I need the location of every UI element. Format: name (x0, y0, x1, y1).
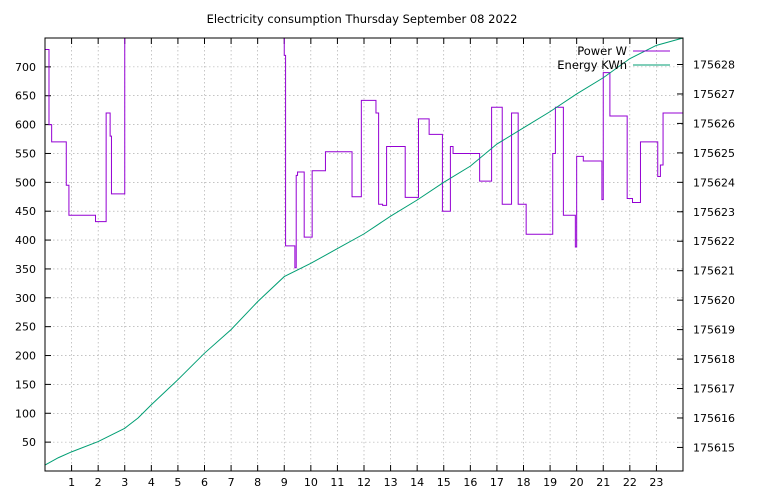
x-tick-label: 7 (228, 476, 235, 489)
x-tick-label: 20 (570, 476, 584, 489)
y-tick-label-right: 175627 (693, 88, 735, 101)
chart-title: Electricity consumption Thursday Septemb… (207, 12, 518, 26)
y-tick-label-right: 175617 (693, 383, 735, 396)
chart-grid (45, 38, 683, 471)
x-tick-label: 5 (174, 476, 181, 489)
plot-frame (44, 37, 684, 472)
y-tick-label-left: 550 (15, 147, 36, 160)
y-tick-label-left: 400 (15, 234, 36, 247)
y-tick-label-left: 250 (15, 321, 36, 334)
y-tick-label-right: 175620 (693, 294, 735, 307)
x-tick-label: 22 (623, 476, 637, 489)
x-tick-label: 4 (148, 476, 155, 489)
y-tick-label-right: 175626 (693, 117, 735, 130)
y-tick-label-right: 175619 (693, 324, 735, 337)
x-tick-label: 11 (330, 476, 344, 489)
x-tick-label: 6 (201, 476, 208, 489)
x-tick-label: 14 (410, 476, 424, 489)
y-tick-label-left: 500 (15, 176, 36, 189)
y-tick-label-left: 150 (15, 378, 36, 391)
x-tick-label: 3 (121, 476, 128, 489)
x-tick-label: 2 (95, 476, 102, 489)
y-tick-label-left: 50 (22, 436, 36, 449)
y-tick-label-right: 175624 (693, 176, 735, 189)
y-tick-label-right: 175622 (693, 235, 735, 248)
chart-legend: Power W Energy KWh (557, 44, 670, 72)
chart-series (44, 37, 684, 466)
x-tick-label: 16 (463, 476, 477, 489)
y-tick-label-left: 350 (15, 263, 36, 276)
y-tick-label-right: 175625 (693, 147, 735, 160)
y-tick-label-left: 700 (15, 61, 36, 74)
axis-ticks: 1 2 3 4 5 6 7 8 9 10 11 12 13 14 15 16 17 18 19 20 21 22 23501… (15, 38, 735, 489)
legend-label-energy: Energy KWh (557, 58, 627, 72)
y-tick-label-left: 200 (15, 350, 36, 363)
y-tick-label-right: 175618 (693, 353, 735, 366)
x-tick-label: 15 (437, 476, 451, 489)
y-tick-label-right: 175615 (693, 441, 735, 454)
x-tick-label: 9 (281, 476, 288, 489)
y-tick-label-right: 175623 (693, 206, 735, 219)
y-tick-label-left: 650 (15, 90, 36, 103)
series-line-energy (44, 37, 684, 466)
y-tick-label-left: 100 (15, 407, 36, 420)
x-tick-label: 8 (254, 476, 261, 489)
y-tick-label-left: 600 (15, 119, 36, 132)
x-tick-label: 12 (357, 476, 371, 489)
x-tick-label: 21 (596, 476, 610, 489)
x-tick-label: 1 (68, 476, 75, 489)
y-tick-label-right: 175628 (693, 59, 735, 72)
x-tick-label: 23 (649, 476, 663, 489)
x-tick-label: 13 (384, 476, 398, 489)
x-tick-label: 18 (517, 476, 531, 489)
x-tick-label: 10 (304, 476, 318, 489)
y-tick-label-left: 300 (15, 292, 36, 305)
legend-label-power: Power W (577, 44, 627, 58)
x-tick-label: 19 (543, 476, 557, 489)
y-tick-label-right: 175621 (693, 265, 735, 278)
series-line-power (45, 37, 683, 269)
x-tick-label: 17 (490, 476, 504, 489)
y-tick-label-right: 175616 (693, 412, 735, 425)
y-tick-label-left: 450 (15, 205, 36, 218)
